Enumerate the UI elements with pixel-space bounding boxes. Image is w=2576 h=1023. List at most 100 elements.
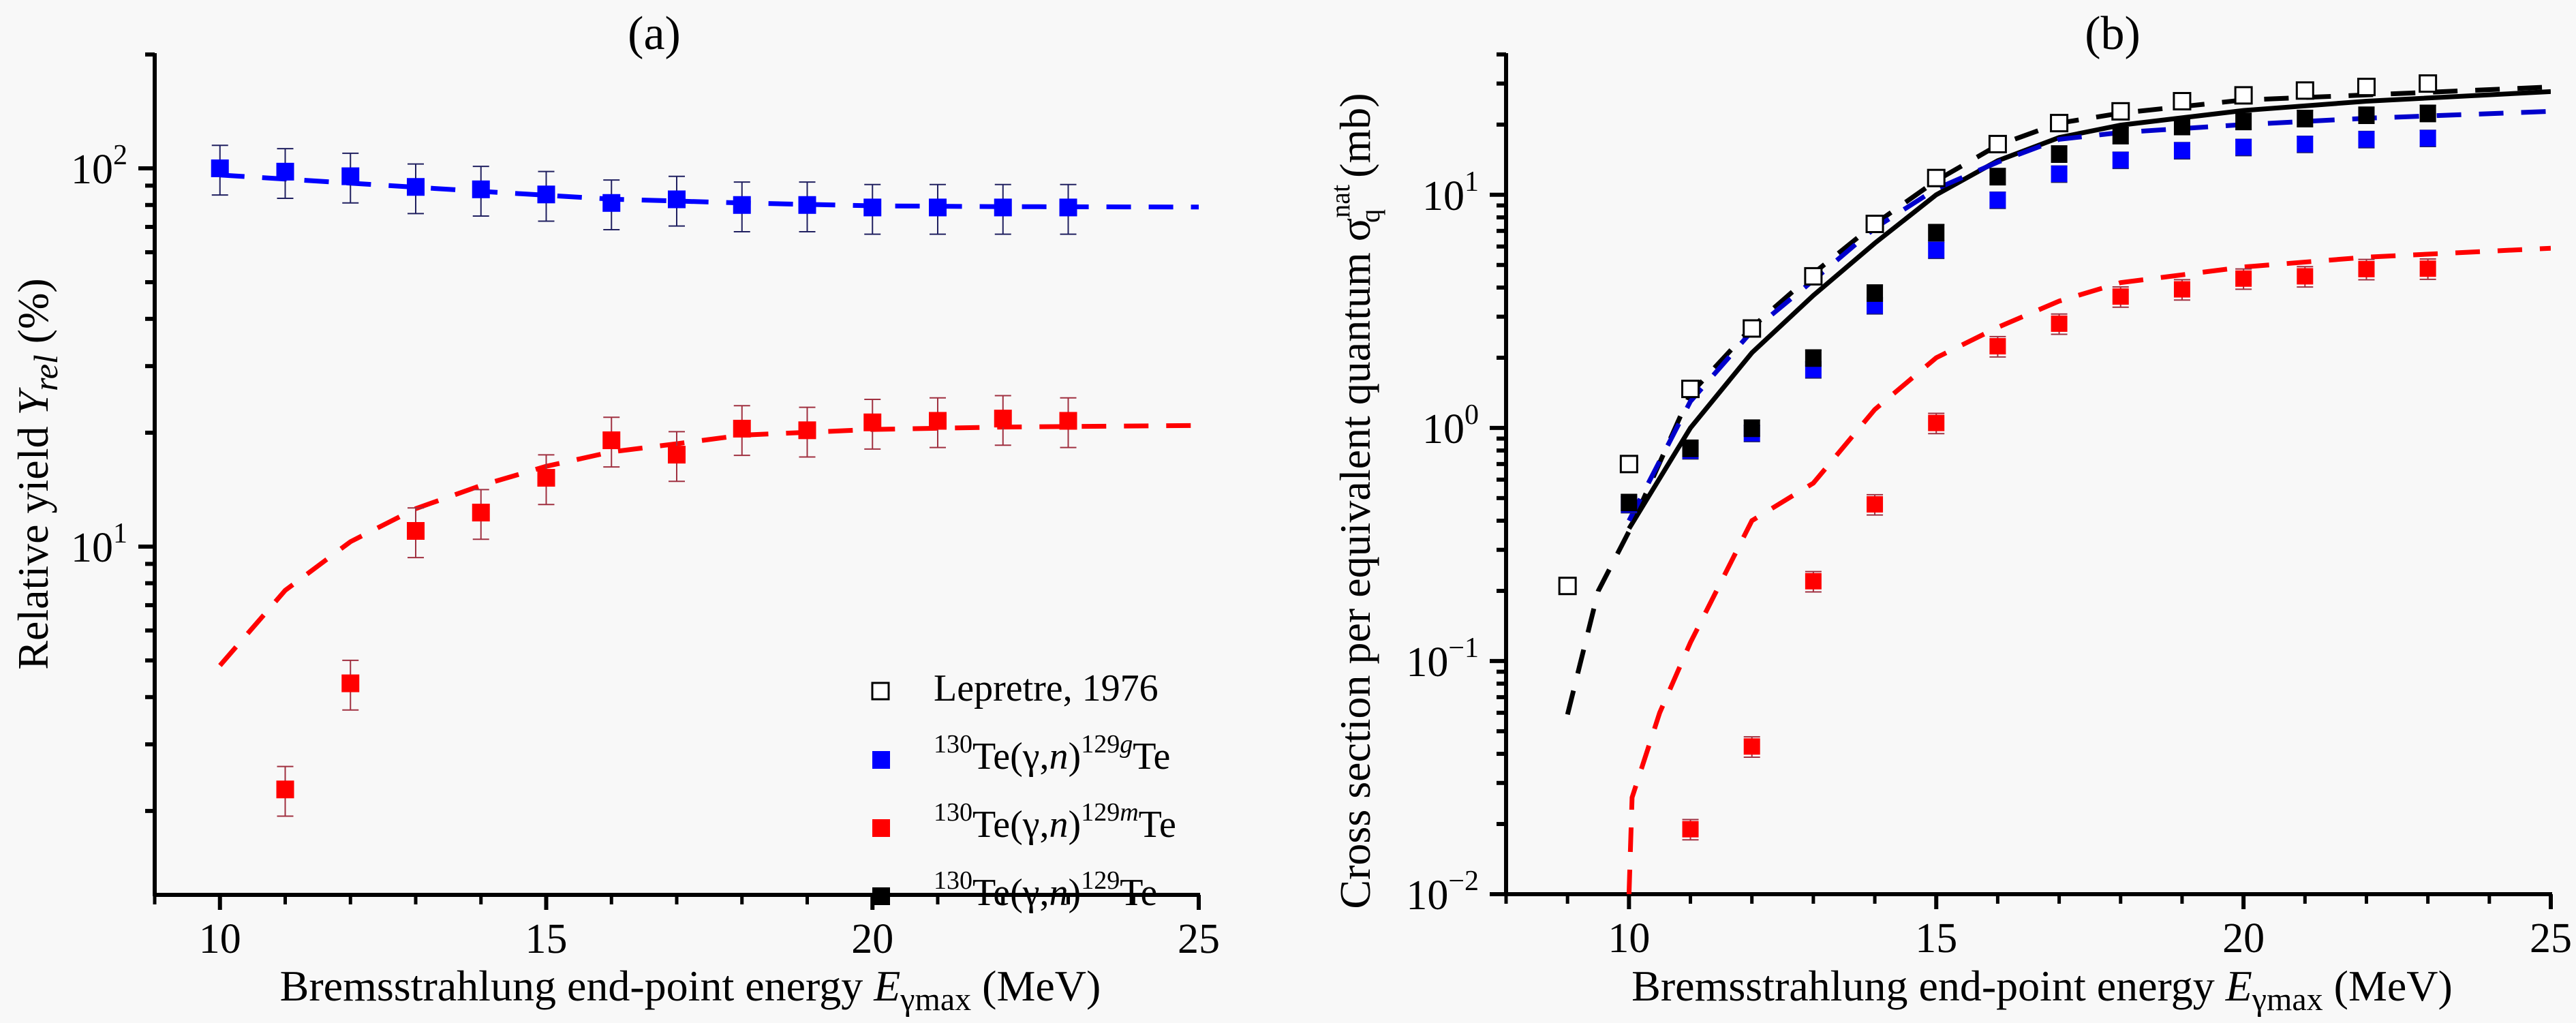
- data-point: [1928, 241, 1945, 258]
- legend-item: 130Te(γ,n)129mTe: [872, 798, 1176, 846]
- data-point: [1988, 134, 2007, 153]
- data-point: [1867, 284, 1884, 301]
- x-axis-title: Bremsstrahlung end-point energy Eγmax (M…: [1631, 962, 2453, 1018]
- panel-title: (a): [628, 7, 681, 60]
- legend-marker: [871, 682, 890, 701]
- plot-area: [1558, 74, 2551, 894]
- data-point: [929, 198, 947, 217]
- data-point: [929, 412, 947, 430]
- data-point: [2051, 166, 2068, 183]
- panel-b: 10 15 20 25 10−2 10−1 100 101 (b) Bremsstrahlung …: [1325, 7, 2572, 1018]
- data-point: [798, 421, 816, 440]
- data-point: [341, 674, 360, 692]
- y-tick-label: 10−1: [1406, 632, 1479, 686]
- series-line: [1627, 108, 2551, 522]
- data-point: [276, 162, 294, 181]
- data-point: [1928, 224, 1945, 241]
- data-point: [733, 196, 751, 214]
- data-point: [2235, 138, 2252, 155]
- data-point: [2112, 151, 2129, 168]
- data-point: [2297, 110, 2314, 127]
- data-point: [1804, 266, 1823, 286]
- data-point: [1989, 192, 2006, 209]
- data-point: [2173, 281, 2190, 298]
- data-point: [1558, 577, 1577, 596]
- legend-label: Lepretre, 1976: [934, 667, 1159, 709]
- data-point: [537, 185, 555, 204]
- data-point: [1927, 168, 1946, 187]
- data-point: [1989, 338, 2006, 355]
- y-axis-title: Relative yield Yrel (%): [9, 278, 65, 669]
- data-point: [994, 410, 1012, 428]
- data-point: [2358, 131, 2375, 148]
- data-point: [1743, 319, 1762, 338]
- y-axis-title: Cross section per equivalent quantum σna…: [1325, 93, 1385, 909]
- x-tick-label: 20: [2222, 915, 2265, 962]
- data-point: [2357, 78, 2376, 97]
- legend-item: 130Te(γ,n)129Te: [872, 866, 1157, 914]
- data-point: [1867, 496, 1884, 513]
- data-point: [472, 180, 490, 198]
- data-point: [863, 198, 882, 217]
- data-point: [2050, 114, 2069, 133]
- plot-area: [211, 144, 1199, 817]
- x-tick-label: 15: [1915, 915, 1957, 962]
- data-point: [2173, 91, 2192, 110]
- data-point: [1681, 380, 1700, 399]
- data-point: [863, 413, 882, 431]
- data-point: [602, 194, 621, 212]
- series-line: [219, 172, 1199, 210]
- data-point: [2051, 145, 2068, 162]
- legend-item: Lepretre, 1976: [871, 667, 1159, 709]
- x-tick-label: 25: [1178, 916, 1220, 962]
- data-point: [1865, 215, 1884, 234]
- legend-item: 130Te(γ,n)129gTe: [872, 730, 1170, 778]
- series-line: [1626, 245, 2551, 894]
- x-tick-label: 10: [199, 916, 241, 962]
- data-point: [407, 521, 425, 540]
- data-point: [407, 178, 425, 196]
- data-point: [2419, 260, 2436, 277]
- data-point: [2235, 270, 2252, 287]
- data-point: [798, 196, 816, 214]
- data-point: [1059, 198, 1077, 217]
- data-point: [602, 431, 621, 449]
- x-tick-label: 20: [851, 916, 893, 962]
- panel-a: 10 15 20 25 101 102 (a) Bremsstrahlung end-poin…: [9, 7, 1220, 1018]
- data-point: [994, 198, 1012, 217]
- legend-label: 130Te(γ,n)129mTe: [934, 798, 1176, 846]
- data-point: [2235, 112, 2252, 129]
- data-point: [2419, 104, 2436, 121]
- data-point: [1989, 168, 2006, 185]
- legend-label: 130Te(γ,n)129Te: [934, 866, 1157, 914]
- data-point: [2112, 127, 2129, 144]
- data-point: [2173, 118, 2190, 135]
- data-point: [276, 780, 294, 799]
- data-point: [211, 159, 229, 177]
- data-point: [2358, 260, 2375, 277]
- data-point: [2112, 288, 2129, 305]
- data-point: [2111, 102, 2130, 121]
- y-tick-label: 100: [1422, 399, 1479, 453]
- data-point: [1743, 419, 1760, 436]
- x-tick-label: 25: [2530, 915, 2572, 962]
- data-point: [668, 190, 686, 209]
- data-point: [1682, 440, 1699, 457]
- data-point: [472, 504, 490, 522]
- legend-marker: [872, 819, 890, 837]
- x-tick-label: 15: [525, 916, 568, 962]
- data-point: [2234, 86, 2253, 105]
- data-point: [2297, 268, 2314, 285]
- data-point: [1805, 572, 1822, 590]
- data-point: [1928, 414, 1945, 431]
- x-axis-title: Bremsstrahlung end-point energy Eγmax (M…: [280, 962, 1101, 1018]
- legend-marker: [872, 887, 890, 905]
- data-point: [1619, 455, 1638, 474]
- data-point: [537, 469, 555, 487]
- y-tick-label: 101: [71, 518, 127, 571]
- data-point: [1621, 493, 1638, 510]
- legend: Lepretre, 1976 130Te(γ,n)129gTe 130Te(γ,n)…: [871, 667, 1176, 914]
- data-point: [1743, 738, 1760, 755]
- data-point: [1682, 821, 1699, 838]
